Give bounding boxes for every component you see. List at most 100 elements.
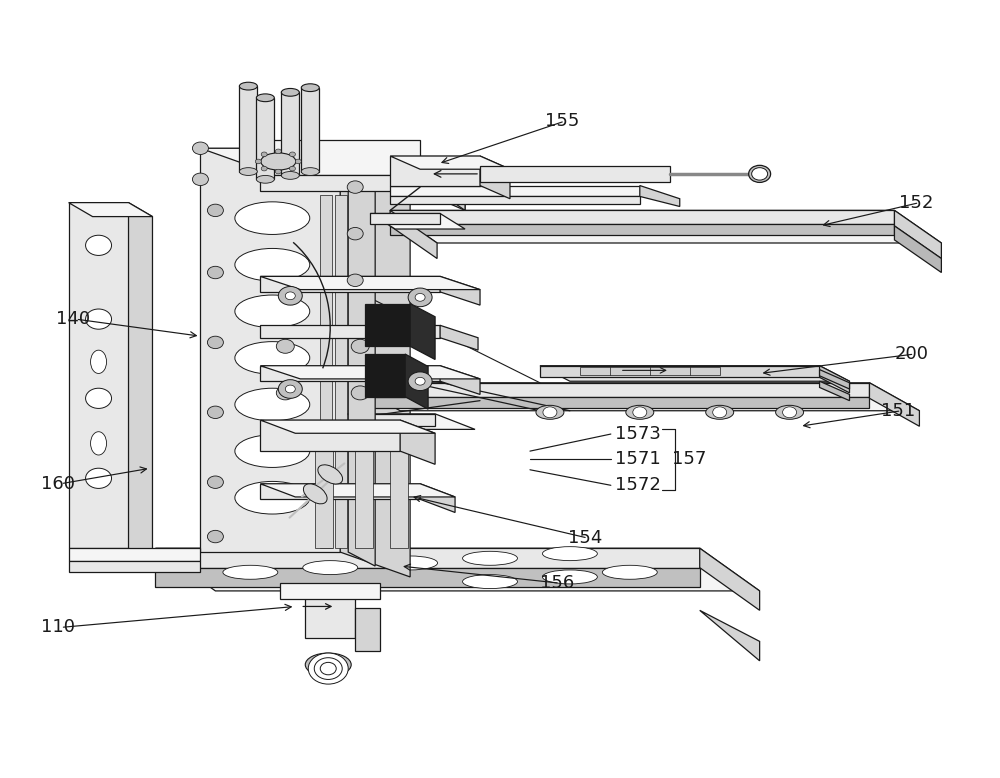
Circle shape — [255, 159, 261, 164]
Circle shape — [408, 372, 432, 391]
Circle shape — [295, 159, 301, 164]
Polygon shape — [260, 484, 420, 499]
Polygon shape — [440, 276, 480, 305]
Polygon shape — [480, 156, 510, 198]
Ellipse shape — [626, 405, 654, 419]
Polygon shape — [280, 584, 380, 599]
Circle shape — [207, 266, 223, 279]
Circle shape — [752, 168, 768, 180]
Circle shape — [261, 152, 267, 156]
Polygon shape — [390, 196, 640, 204]
Polygon shape — [260, 325, 440, 338]
Text: 154: 154 — [568, 529, 602, 547]
Polygon shape — [260, 484, 455, 497]
Circle shape — [278, 286, 302, 305]
Polygon shape — [340, 149, 410, 577]
Ellipse shape — [463, 575, 517, 589]
Circle shape — [261, 166, 267, 171]
Ellipse shape — [239, 82, 257, 90]
Circle shape — [276, 386, 294, 400]
Polygon shape — [155, 548, 700, 568]
Polygon shape — [260, 276, 440, 292]
Polygon shape — [410, 303, 435, 359]
Ellipse shape — [235, 435, 310, 468]
Polygon shape — [540, 366, 820, 377]
Circle shape — [285, 385, 295, 393]
Ellipse shape — [305, 653, 351, 676]
Circle shape — [347, 274, 363, 286]
Polygon shape — [580, 367, 720, 375]
Ellipse shape — [281, 89, 299, 96]
Circle shape — [415, 293, 425, 301]
Polygon shape — [260, 420, 400, 451]
Ellipse shape — [91, 432, 107, 455]
Ellipse shape — [256, 94, 274, 102]
Ellipse shape — [749, 166, 771, 182]
Circle shape — [351, 386, 369, 400]
Polygon shape — [315, 424, 333, 548]
Polygon shape — [820, 366, 850, 393]
Ellipse shape — [281, 171, 299, 179]
Polygon shape — [540, 366, 850, 381]
Ellipse shape — [239, 168, 257, 175]
Polygon shape — [69, 202, 152, 216]
Circle shape — [86, 388, 112, 408]
Polygon shape — [348, 173, 375, 566]
Polygon shape — [200, 149, 410, 173]
Polygon shape — [69, 202, 129, 548]
Polygon shape — [260, 420, 435, 433]
Circle shape — [86, 235, 112, 255]
Text: 152: 152 — [899, 194, 934, 212]
Circle shape — [278, 380, 302, 398]
Polygon shape — [69, 562, 200, 572]
Polygon shape — [281, 93, 299, 175]
Polygon shape — [405, 354, 428, 409]
Polygon shape — [260, 276, 480, 289]
Polygon shape — [390, 156, 510, 170]
Circle shape — [347, 180, 363, 193]
Polygon shape — [260, 366, 440, 381]
Polygon shape — [355, 608, 380, 650]
Circle shape — [783, 407, 797, 418]
Polygon shape — [700, 548, 760, 610]
Ellipse shape — [542, 547, 597, 561]
Ellipse shape — [776, 405, 804, 419]
Circle shape — [285, 292, 295, 300]
Polygon shape — [390, 185, 640, 196]
Circle shape — [86, 468, 112, 489]
Circle shape — [633, 407, 647, 418]
Ellipse shape — [235, 482, 310, 514]
Text: 200: 200 — [894, 345, 928, 363]
Circle shape — [415, 377, 425, 385]
Text: 155: 155 — [545, 112, 579, 130]
Polygon shape — [390, 210, 437, 258]
Polygon shape — [640, 185, 680, 206]
Text: 151: 151 — [881, 401, 916, 420]
Text: 140: 140 — [56, 310, 90, 328]
Ellipse shape — [303, 561, 358, 575]
Ellipse shape — [91, 350, 107, 373]
Text: 156: 156 — [540, 574, 574, 592]
Circle shape — [320, 662, 336, 675]
Ellipse shape — [235, 248, 310, 281]
Circle shape — [289, 152, 295, 156]
Circle shape — [289, 166, 295, 171]
Circle shape — [276, 339, 294, 353]
Polygon shape — [340, 414, 475, 429]
Circle shape — [351, 339, 369, 353]
Ellipse shape — [301, 84, 319, 92]
Text: 1573: 1573 — [615, 425, 661, 443]
Ellipse shape — [542, 570, 597, 584]
Circle shape — [86, 309, 112, 329]
Polygon shape — [69, 548, 200, 562]
Ellipse shape — [235, 342, 310, 374]
Circle shape — [207, 336, 223, 349]
Polygon shape — [820, 370, 850, 389]
Ellipse shape — [223, 566, 278, 580]
Text: 110: 110 — [41, 619, 75, 636]
Text: 157: 157 — [672, 450, 706, 468]
Ellipse shape — [318, 464, 343, 484]
Polygon shape — [894, 210, 941, 258]
Polygon shape — [200, 149, 340, 552]
Circle shape — [543, 407, 557, 418]
